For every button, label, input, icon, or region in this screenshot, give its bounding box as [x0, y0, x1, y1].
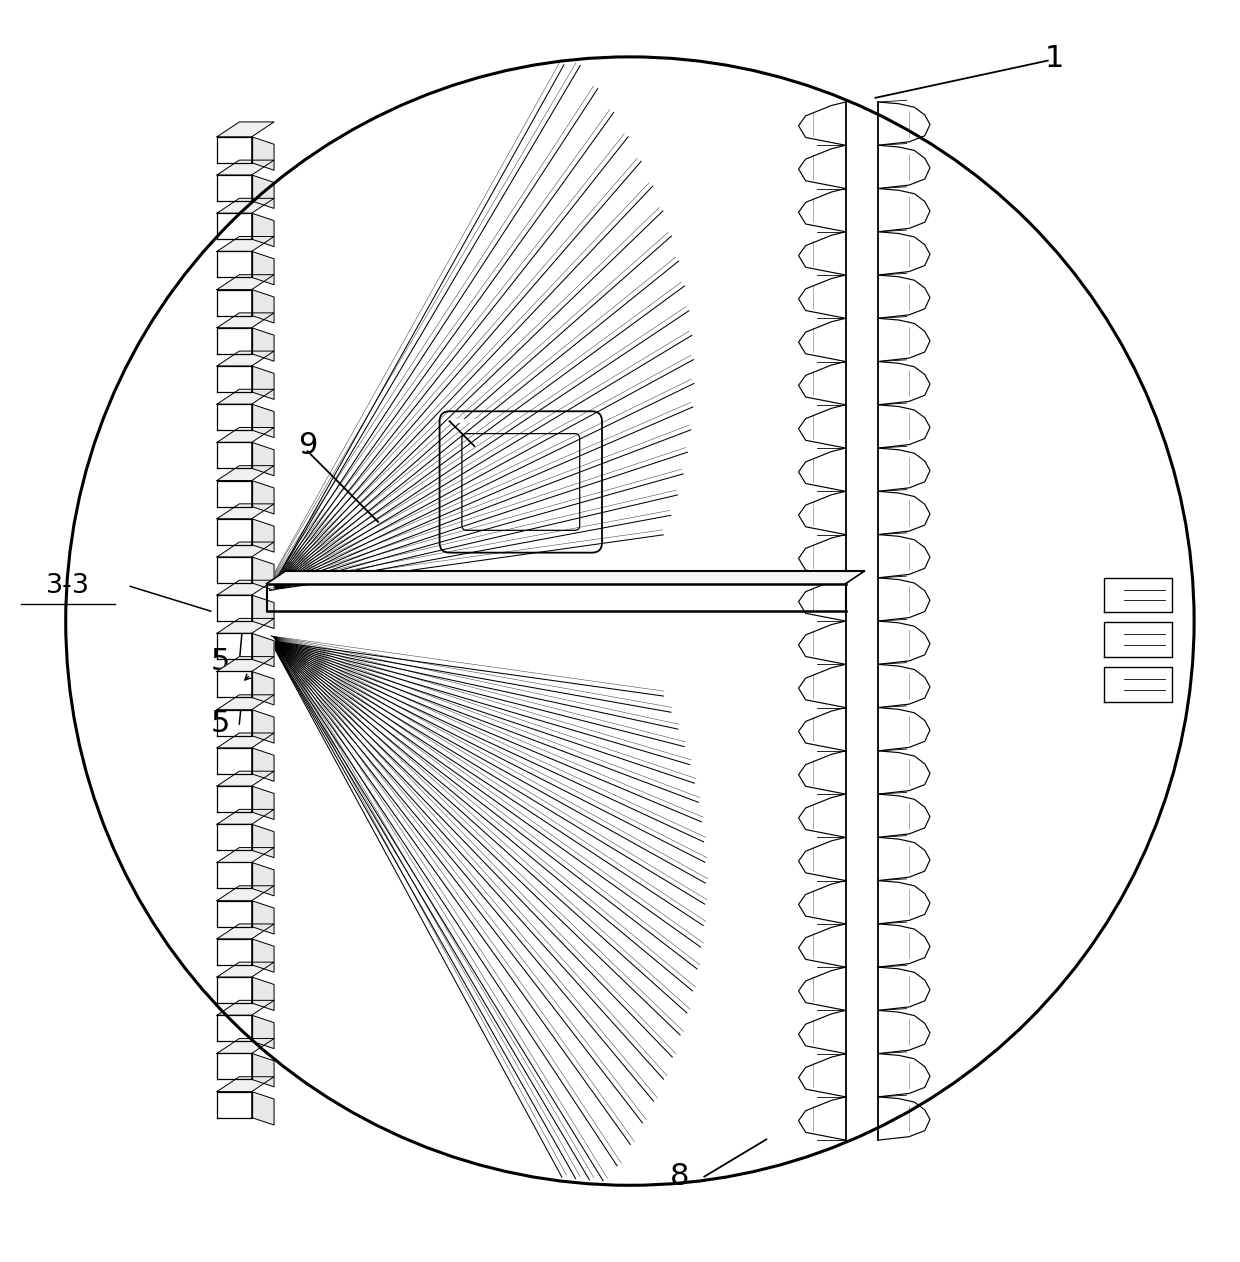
Polygon shape	[252, 289, 274, 323]
Text: 5: 5	[211, 647, 231, 676]
Polygon shape	[217, 160, 274, 175]
Polygon shape	[217, 656, 274, 671]
Polygon shape	[217, 389, 274, 404]
Polygon shape	[252, 596, 274, 628]
Polygon shape	[217, 695, 274, 709]
Polygon shape	[217, 733, 274, 748]
Polygon shape	[252, 136, 274, 170]
Polygon shape	[252, 366, 274, 399]
Polygon shape	[252, 901, 274, 934]
Polygon shape	[252, 786, 274, 819]
Polygon shape	[217, 122, 274, 136]
Polygon shape	[217, 198, 274, 213]
Polygon shape	[252, 328, 274, 361]
Polygon shape	[217, 543, 274, 557]
Polygon shape	[252, 481, 274, 514]
Polygon shape	[217, 504, 274, 519]
Polygon shape	[252, 709, 274, 743]
Polygon shape	[252, 634, 274, 666]
Text: 8: 8	[670, 1162, 689, 1191]
Polygon shape	[252, 213, 274, 246]
Text: 5: 5	[211, 709, 231, 738]
Polygon shape	[252, 1015, 274, 1049]
Polygon shape	[217, 1076, 274, 1092]
Polygon shape	[252, 1054, 274, 1087]
Polygon shape	[252, 671, 274, 705]
Polygon shape	[217, 1001, 274, 1015]
Polygon shape	[217, 848, 274, 862]
Text: 9: 9	[298, 430, 317, 459]
Polygon shape	[217, 428, 274, 443]
Polygon shape	[217, 924, 274, 939]
Polygon shape	[217, 581, 274, 596]
Polygon shape	[217, 962, 274, 977]
Polygon shape	[217, 313, 274, 328]
Polygon shape	[252, 748, 274, 781]
Polygon shape	[252, 404, 274, 438]
Polygon shape	[217, 351, 274, 366]
Polygon shape	[217, 809, 274, 824]
Polygon shape	[217, 236, 274, 251]
Polygon shape	[217, 466, 274, 481]
Polygon shape	[217, 771, 274, 786]
Polygon shape	[252, 939, 274, 972]
Polygon shape	[252, 862, 274, 896]
Polygon shape	[217, 1039, 274, 1054]
Text: 3-3: 3-3	[46, 573, 91, 599]
Polygon shape	[217, 886, 274, 901]
Polygon shape	[217, 618, 274, 634]
Polygon shape	[252, 251, 274, 285]
Polygon shape	[217, 275, 274, 289]
Polygon shape	[252, 1092, 274, 1124]
Polygon shape	[267, 572, 864, 583]
Polygon shape	[252, 175, 274, 208]
Polygon shape	[252, 519, 274, 553]
Polygon shape	[252, 824, 274, 858]
Polygon shape	[252, 557, 274, 591]
Polygon shape	[252, 443, 274, 476]
Text: 1: 1	[1044, 44, 1064, 73]
Polygon shape	[252, 977, 274, 1011]
